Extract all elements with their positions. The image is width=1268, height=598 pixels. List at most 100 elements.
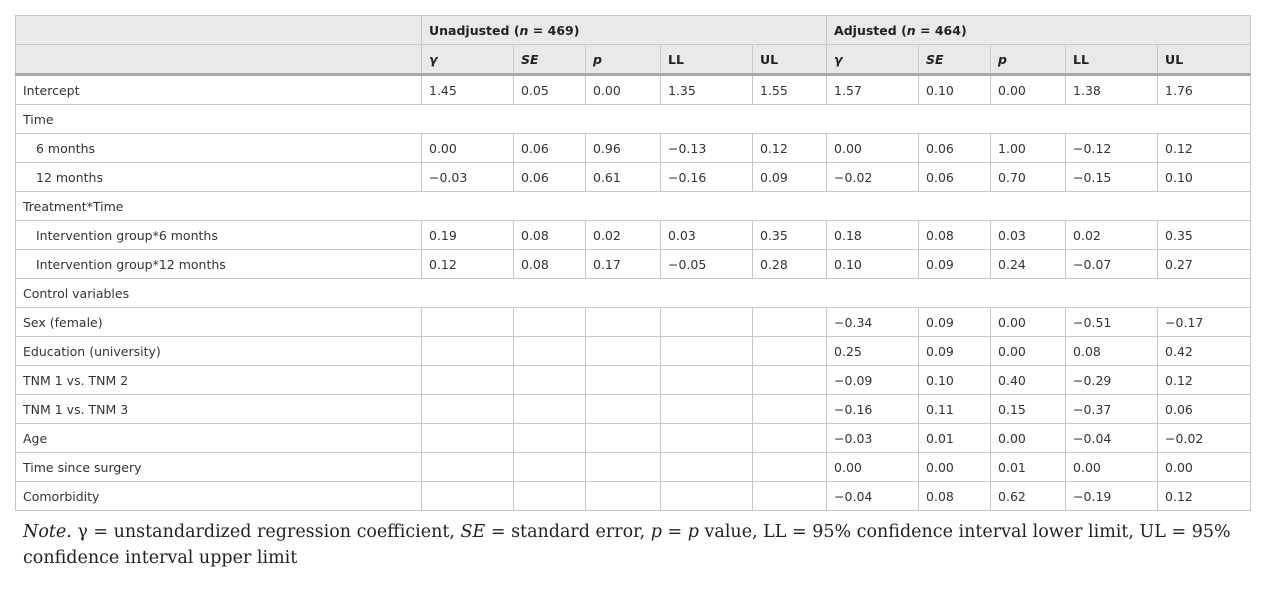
value-cell: 0.06 [1157,394,1252,424]
column-header: SE [918,44,992,76]
value-cell: 0.00 [990,74,1067,105]
value-cell: 0.00 [1065,452,1159,482]
group-spacer-cell [990,278,1066,308]
header-adjusted: Adjusted (n = 464) [826,15,1252,45]
value-cell: −0.17 [1157,307,1252,337]
group-spacer-cell [752,191,827,221]
group-spacer-cell [421,191,514,221]
value-cell: −0.51 [1065,307,1159,337]
group-spacer-cell [990,191,1066,221]
header-empty-cell [15,15,422,45]
value-cell: 0.10 [1157,162,1252,192]
value-cell [513,394,586,424]
value-cell [585,336,661,366]
value-cell: −0.04 [826,481,920,511]
row-label: Sex (female) [15,307,422,337]
group-spacer-cell [660,191,753,221]
value-cell: 0.06 [918,133,992,163]
column-header: SE [513,44,586,76]
value-cell: 0.17 [585,249,661,279]
row-label: Intervention group*6 months [15,220,422,250]
group-spacer-cell [660,104,753,134]
value-cell: 1.38 [1065,74,1159,105]
value-cell: 0.09 [751,162,828,192]
value-cell: 0.06 [513,133,586,163]
row-label: 6 months [15,133,422,163]
group-spacer-cell [1157,191,1252,221]
value-cell: 0.01 [918,423,992,453]
value-cell: 0.00 [826,452,920,482]
group-spacer-cell [1065,104,1158,134]
value-cell: 0.12 [1157,365,1252,395]
value-cell [513,365,586,395]
group-spacer-cell [990,104,1066,134]
value-cell: 0.09 [918,336,992,366]
value-cell: 0.08 [513,249,586,279]
value-cell: 1.55 [751,74,828,105]
group-spacer-cell [826,191,919,221]
value-cell [660,394,753,424]
value-cell: 0.28 [751,249,828,279]
table-row: Sex (female) −0.34 0.09 0.00 −0.51 −0.17 [15,307,1252,337]
value-cell [660,481,753,511]
regression-table-container: Unadjusted (n = 469) Adjusted (n = 464) … [15,15,1252,511]
value-cell [585,452,661,482]
value-cell: 1.35 [660,74,753,105]
value-cell: 0.08 [918,481,992,511]
column-header: LL [660,44,753,76]
value-cell [421,452,514,482]
column-header: LL [1065,44,1159,76]
value-cell: 0.12 [421,249,514,279]
value-cell [421,394,514,424]
value-cell [513,423,586,453]
value-cell: 1.57 [826,74,920,105]
group-spacer-cell [918,278,991,308]
group-row: Time [15,104,1252,134]
value-cell: 0.06 [918,162,992,192]
row-label: Intercept [15,74,422,105]
value-cell [751,481,828,511]
value-cell [513,336,586,366]
group-label: Time [15,104,422,134]
value-cell [751,336,828,366]
column-header-row: γ SE p LL UL γ SE p LL UL [15,44,1252,76]
value-cell [421,307,514,337]
value-cell: 0.09 [918,249,992,279]
value-cell: 0.19 [421,220,514,250]
value-cell: −0.12 [1065,133,1159,163]
value-cell: −0.05 [660,249,753,279]
row-label: TNM 1 vs. TNM 3 [15,394,422,424]
group-row: Treatment*Time [15,191,1252,221]
group-spacer-cell [421,104,514,134]
value-cell: −0.29 [1065,365,1159,395]
value-cell: 0.00 [990,307,1067,337]
value-cell: 0.25 [826,336,920,366]
value-cell: 0.05 [513,74,586,105]
value-cell: 0.24 [990,249,1067,279]
value-cell: 0.18 [826,220,920,250]
table-body: Intercept 1.45 0.05 0.00 1.35 1.55 1.57 0.10 0.0… [15,74,1252,511]
value-cell: 0.15 [990,394,1067,424]
value-cell: 0.08 [513,220,586,250]
group-spacer-cell [585,104,661,134]
row-label: Comorbidity [15,481,422,511]
value-cell: 0.12 [751,133,828,163]
value-cell [585,423,661,453]
value-cell: 0.27 [1157,249,1252,279]
group-spacer-cell [421,278,514,308]
row-label: 12 months [15,162,422,192]
column-header: γ [421,44,514,76]
value-cell [660,307,753,337]
value-cell [513,307,586,337]
value-cell: 0.00 [421,133,514,163]
value-cell: −0.19 [1065,481,1159,511]
value-cell: 0.35 [751,220,828,250]
value-cell [751,423,828,453]
value-cell [751,452,828,482]
value-cell: −0.34 [826,307,920,337]
value-cell: 0.42 [1157,336,1252,366]
row-label: Intervention group*12 months [15,249,422,279]
table-row: Time since surgery 0.00 0.00 0.01 0.00 0.00 [15,452,1252,482]
group-spacer-cell [1157,104,1252,134]
group-spacer-cell [513,191,586,221]
